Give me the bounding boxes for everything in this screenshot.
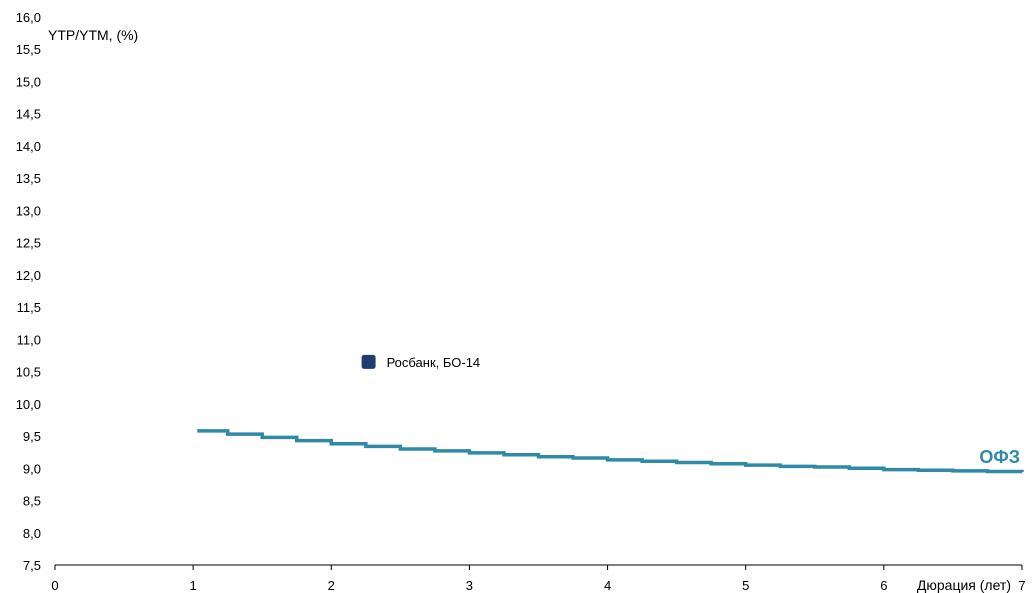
x-tick-label: 0 bbox=[51, 578, 58, 593]
x-tick-label: 4 bbox=[604, 578, 611, 593]
y-tick-label: 9,5 bbox=[23, 429, 41, 444]
y-tick-label: 11,0 bbox=[17, 332, 41, 347]
x-tick-label: 3 bbox=[466, 578, 473, 593]
y-axis-title: YTP/YTM, (%) bbox=[48, 27, 138, 43]
y-tick-label: 15,5 bbox=[16, 42, 41, 57]
y-tick-label: 11,5 bbox=[17, 300, 41, 315]
y-tick-label: 13,0 bbox=[16, 203, 41, 218]
y-axis-ticks: 7,5 8,0 8,5 9,0 9,5 10,0 10,5 11,0 11,5 12,0 12,5 1… bbox=[16, 10, 41, 573]
y-tick-label: 8,5 bbox=[23, 494, 41, 509]
points-layer: Росбанк, БО-14 bbox=[361, 354, 481, 370]
x-tick-label: 7 bbox=[1018, 578, 1025, 593]
y-tick-label: 12,0 bbox=[16, 268, 41, 283]
x-axis bbox=[54, 564, 1023, 570]
y-tick-label: 9,0 bbox=[23, 461, 41, 476]
x-tick-label: 1 bbox=[190, 578, 197, 593]
y-tick-label: 7,5 bbox=[23, 558, 41, 573]
series-line-ofz bbox=[197, 429, 1024, 474]
y-tick-label: 10,0 bbox=[16, 397, 41, 412]
x-axis-ticks: 0 1 2 3 4 5 6 7 bbox=[51, 578, 1025, 593]
x-tick-label: 2 bbox=[328, 578, 335, 593]
x-axis-title: Дюрация (лет) bbox=[917, 577, 1011, 593]
y-tick-label: 15,0 bbox=[16, 74, 41, 89]
y-tick-label: 16,0 bbox=[16, 10, 41, 25]
data-point-marker bbox=[361, 354, 376, 369]
data-point-label: Росбанк, БО-14 bbox=[387, 355, 481, 370]
y-tick-label: 14,5 bbox=[16, 107, 41, 122]
y-tick-label: 8,0 bbox=[23, 526, 41, 541]
y-tick-label: 10,5 bbox=[16, 365, 41, 380]
y-tick-label: 13,5 bbox=[16, 171, 41, 186]
x-tick-label: 6 bbox=[880, 578, 887, 593]
x-tick-label: 5 bbox=[742, 578, 749, 593]
y-tick-label: 12,5 bbox=[16, 236, 41, 251]
series-label: ОФЗ bbox=[979, 447, 1020, 467]
series-layer: ОФЗ bbox=[197, 429, 1024, 474]
y-tick-label: 14,0 bbox=[16, 139, 41, 154]
